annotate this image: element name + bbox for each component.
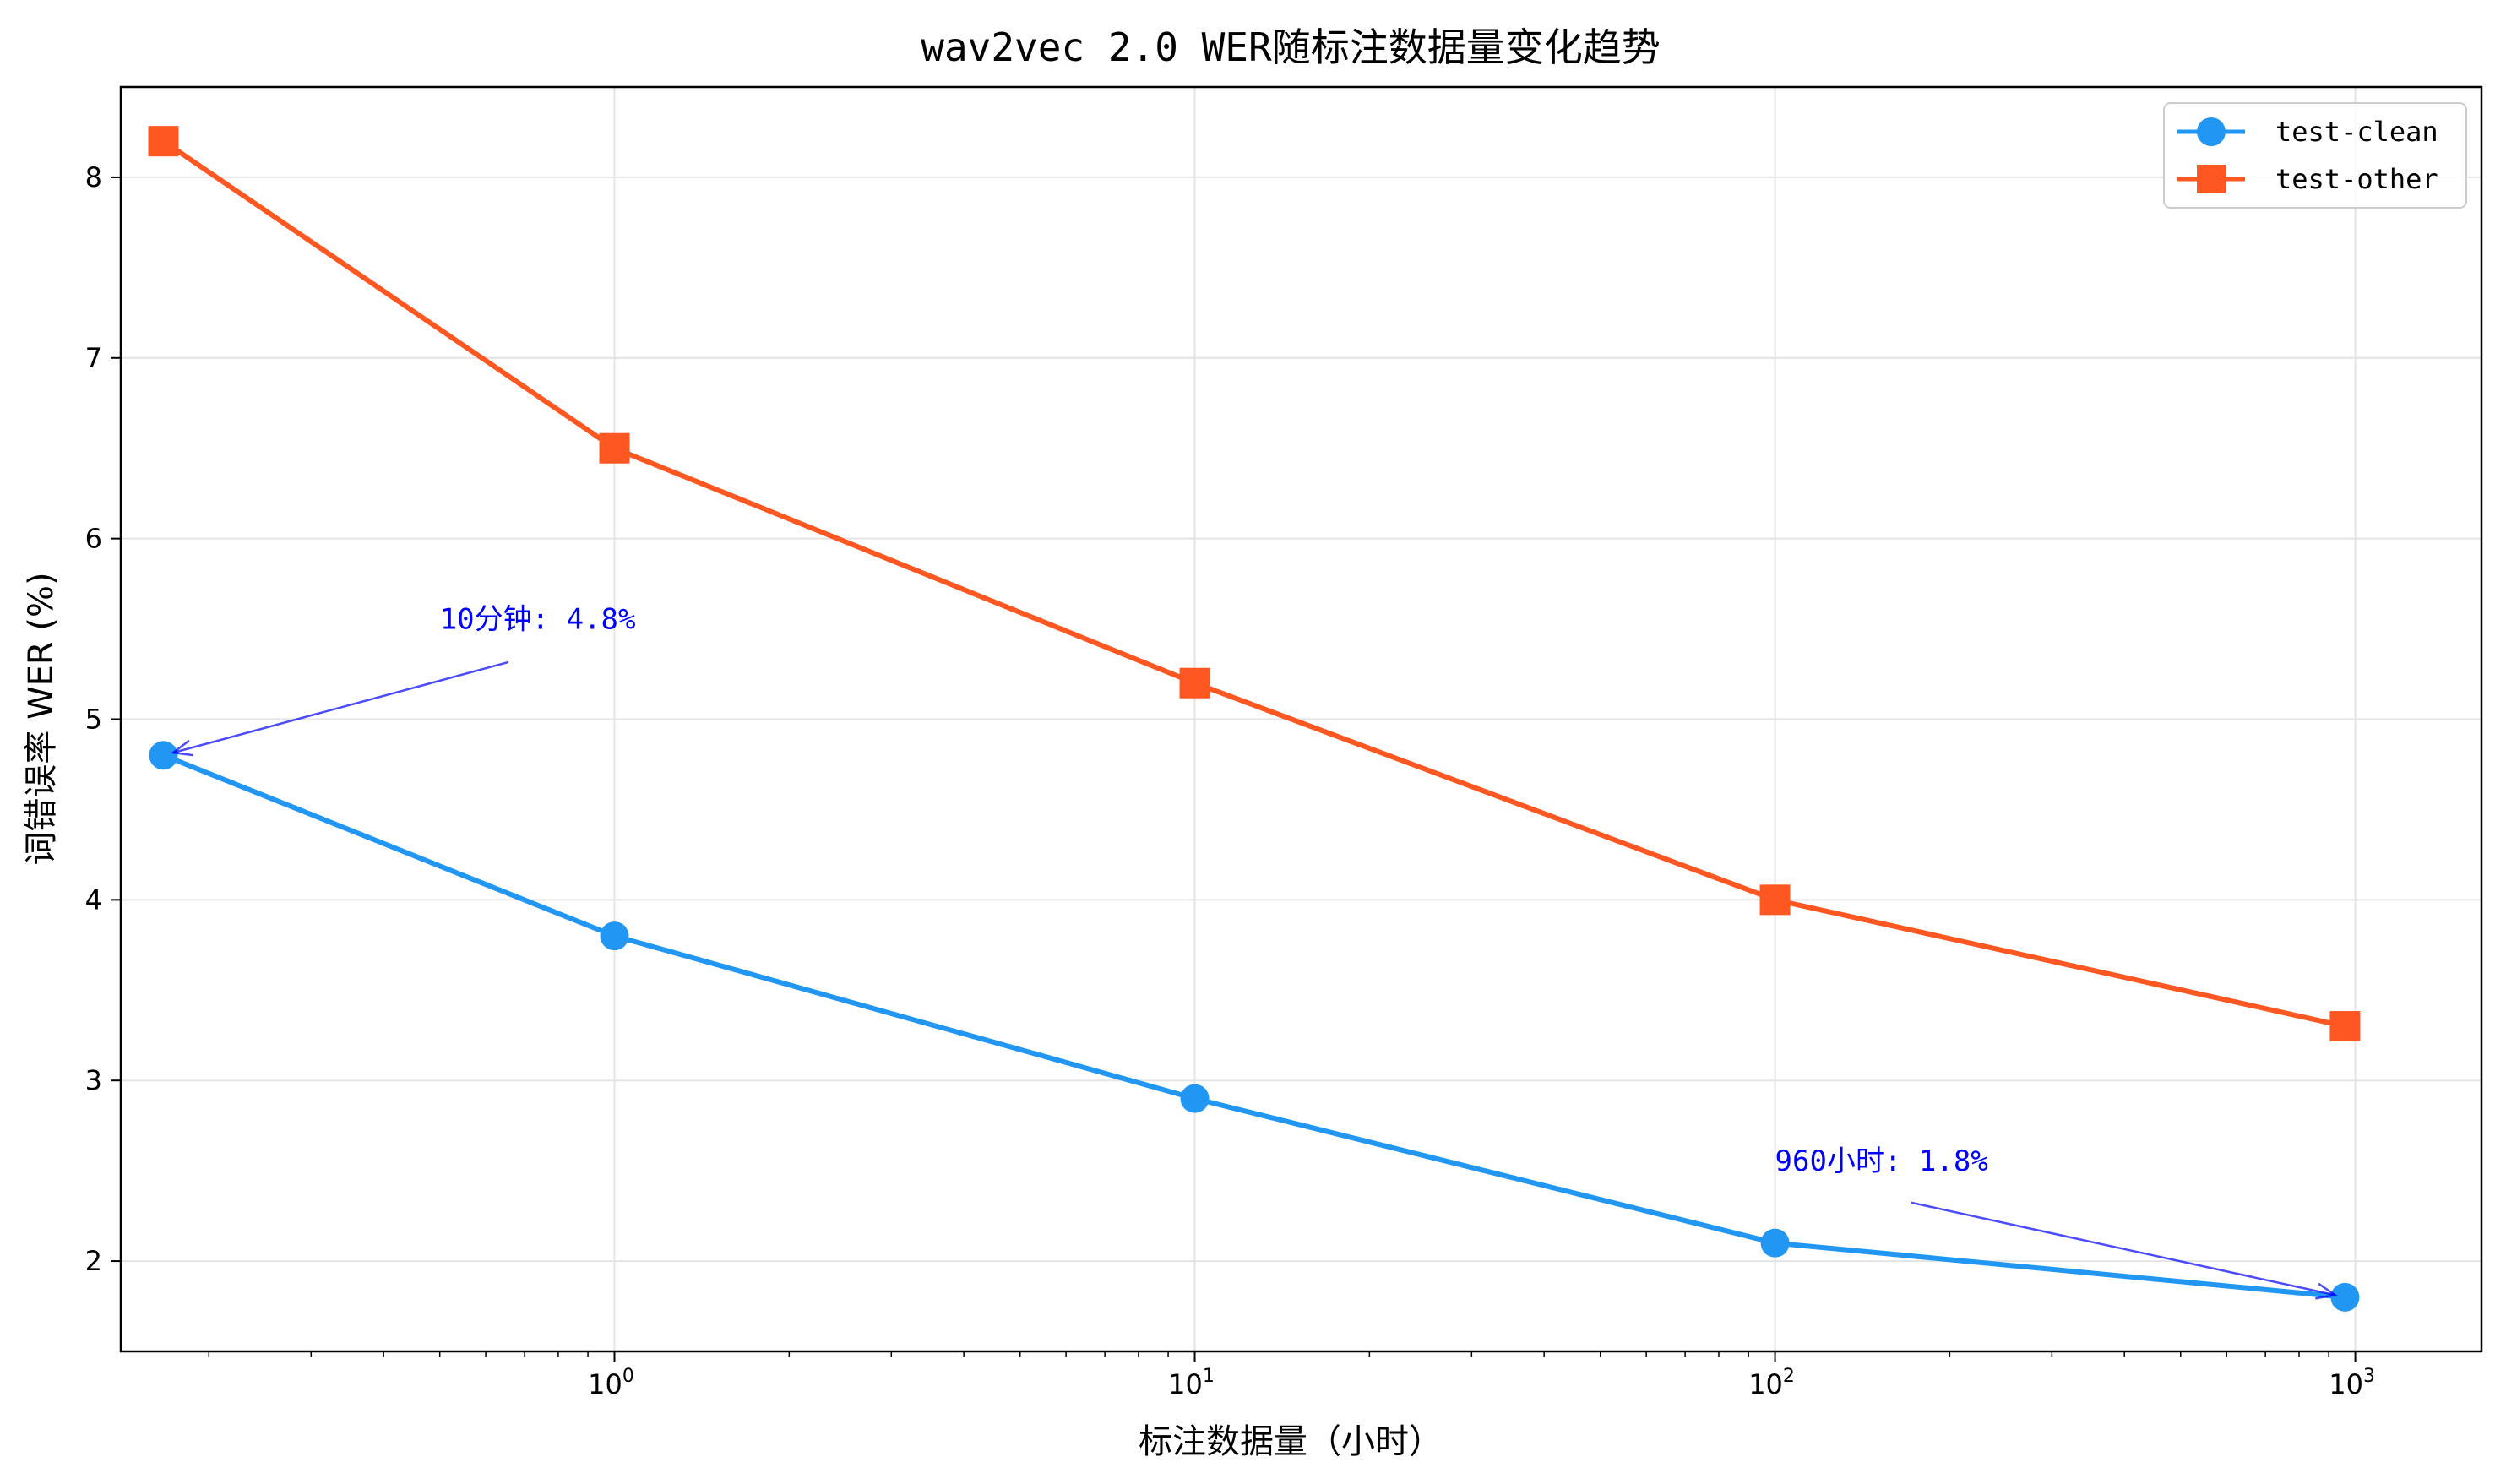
x-tick-label: 100 bbox=[588, 1366, 634, 1400]
series-line-test-clean bbox=[162, 753, 2346, 1300]
y-tick-label: 5 bbox=[85, 704, 102, 736]
y-tick-label: 3 bbox=[85, 1064, 102, 1096]
chart-title: wav2vec 2.0 WER随标注数据量变化趋势 bbox=[921, 24, 1660, 70]
legend-marker-test-other bbox=[2197, 165, 2226, 193]
annotation-layer: 10分钟: 4.8% 960小时: 1.8% bbox=[170, 603, 2338, 1300]
point-test-other bbox=[148, 126, 179, 157]
legend-marker-test-clean bbox=[2197, 117, 2226, 146]
y-tick-label: 8 bbox=[85, 161, 102, 193]
legend-label-test-other: test-other bbox=[2275, 163, 2438, 195]
y-axis-ticks: 2 3 4 5 6 7 8 bbox=[85, 161, 121, 1277]
grid-lines bbox=[121, 87, 2482, 1351]
point-test-other bbox=[2329, 1011, 2361, 1042]
x-axis-ticks: 100 101 102 103 bbox=[588, 1351, 2375, 1400]
annotation-arrowhead bbox=[2315, 1282, 2338, 1300]
plot-frame bbox=[119, 85, 2483, 1353]
legend-label-test-clean: test-clean bbox=[2275, 116, 2438, 148]
y-axis-label: 词错误率 WER (%) bbox=[22, 572, 61, 865]
point-test-other bbox=[1179, 667, 1210, 699]
legend-entry-test-clean: test-clean bbox=[2177, 116, 2438, 148]
series-line-test-other bbox=[161, 139, 2346, 1029]
legend-box bbox=[2163, 102, 2467, 209]
annotation-arrow bbox=[1911, 1201, 2335, 1296]
point-test-other bbox=[1759, 884, 1791, 916]
y-tick-label: 4 bbox=[85, 883, 102, 916]
legend: test-clean test-other bbox=[2163, 102, 2467, 209]
legend-entry-test-other: test-other bbox=[2177, 163, 2438, 195]
point-test-clean bbox=[1760, 1228, 1790, 1258]
point-test-clean bbox=[2330, 1282, 2360, 1312]
series-layer bbox=[148, 126, 2361, 1312]
point-test-clean bbox=[600, 921, 629, 951]
x-tick-label: 101 bbox=[1168, 1366, 1215, 1400]
point-test-clean bbox=[149, 741, 178, 770]
point-test-clean bbox=[1180, 1084, 1210, 1113]
y-tick-label: 7 bbox=[85, 342, 102, 374]
x-tick-label: 103 bbox=[2329, 1366, 2375, 1400]
annotation-label: 960小时: 1.8% bbox=[1775, 1144, 1988, 1178]
annotation-label: 10分钟: 4.8% bbox=[440, 603, 636, 637]
y-tick-label: 2 bbox=[85, 1245, 102, 1277]
y-tick-label: 6 bbox=[85, 523, 102, 555]
annotation-arrowhead bbox=[170, 739, 193, 757]
x-tick-label: 102 bbox=[1748, 1366, 1795, 1400]
annotation-arrow bbox=[172, 660, 509, 754]
x-axis-label: 标注数据量（小时） bbox=[1139, 1422, 1443, 1461]
point-test-other bbox=[599, 432, 630, 464]
